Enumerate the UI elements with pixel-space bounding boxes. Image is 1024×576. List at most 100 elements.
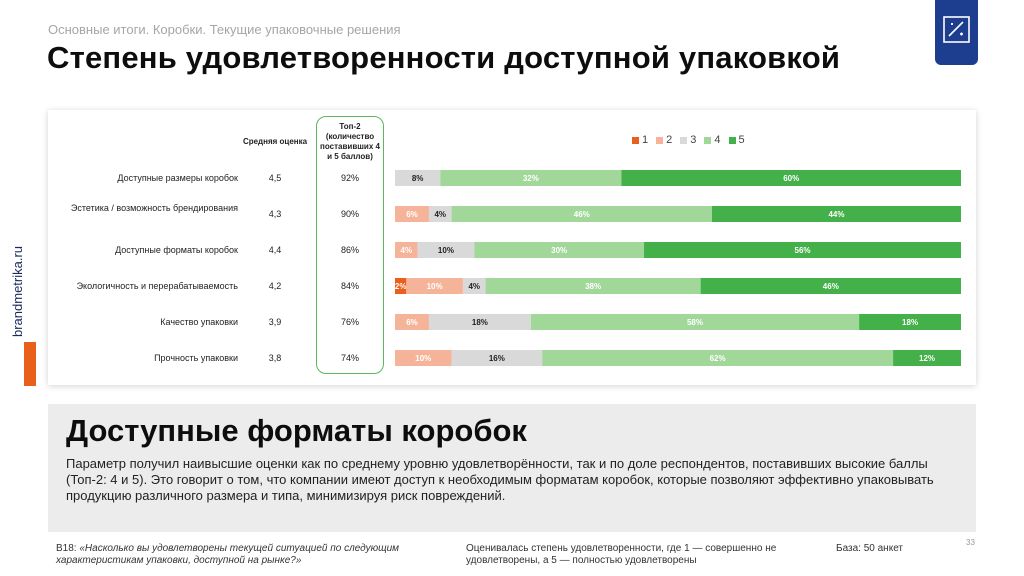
average-score: 3,8 <box>268 352 282 363</box>
top2-column-frame <box>316 116 384 374</box>
data-label: 4% <box>401 246 413 255</box>
legend-swatch <box>704 136 712 144</box>
page-title: Степень удовлетворенности доступной упак… <box>47 40 841 75</box>
data-label: 46% <box>574 210 590 219</box>
data-label: 44% <box>828 210 844 219</box>
bar-segment <box>893 350 961 366</box>
legend-item: 5 <box>728 134 745 146</box>
bar-segment <box>542 350 894 366</box>
category-label: Доступные размеры коробок <box>117 172 238 183</box>
bar-segment <box>428 314 531 330</box>
summary-title: Доступные форматы коробок <box>66 413 527 448</box>
bar-segment <box>859 314 961 330</box>
bar-segment <box>440 170 622 186</box>
data-label: 38% <box>585 282 601 291</box>
bar-segment <box>417 242 475 258</box>
legend-swatch <box>728 136 736 144</box>
legend-label: 2 <box>666 134 673 146</box>
top2-value: 86% <box>340 244 359 255</box>
bar-segment <box>451 350 543 366</box>
data-label: 46% <box>823 282 839 291</box>
data-label: 60% <box>783 174 799 183</box>
question-code: B18: <box>56 543 77 554</box>
data-label: 16% <box>489 354 505 363</box>
bar-segment <box>395 278 407 294</box>
data-label: 4% <box>434 210 446 219</box>
legend-swatch <box>680 136 688 144</box>
legend-item: 2 <box>656 134 672 146</box>
average-score: 4,4 <box>268 244 282 255</box>
category-label: Качество упаковки <box>160 316 238 327</box>
bar-segment <box>700 278 961 294</box>
question-text: «Насколько вы удовлетворены текущей ситу… <box>56 543 400 566</box>
category-label: Доступные форматы коробок <box>115 244 238 255</box>
legend-item: 1 <box>632 134 648 146</box>
data-label: 30% <box>551 246 567 255</box>
data-label: 58% <box>687 318 703 327</box>
footer-scale-note: Оценивалась степень удовлетворенности, г… <box>466 543 777 566</box>
top2-value: 92% <box>340 172 359 183</box>
bar-segment <box>451 206 712 222</box>
top2-value: 90% <box>340 208 359 219</box>
average-score: 4,3 <box>268 208 282 219</box>
footer-base: База: 50 анкет <box>836 543 903 554</box>
summary-panel <box>48 404 976 532</box>
data-label: 62% <box>710 354 726 363</box>
diamond-sparkle-icon <box>943 16 970 43</box>
data-label: 56% <box>795 246 811 255</box>
data-label: 10% <box>427 282 443 291</box>
top2-value: 74% <box>340 352 359 363</box>
bar-segment <box>474 242 645 258</box>
bar-segment <box>395 314 429 330</box>
top2-value: 84% <box>340 280 359 291</box>
legend-item: 3 <box>680 134 696 146</box>
side-accent-bar <box>24 342 36 386</box>
top2-value: 76% <box>340 316 359 327</box>
bar-segment <box>395 242 418 258</box>
average-score: 3,9 <box>268 316 282 327</box>
data-label: 6% <box>406 318 418 327</box>
brand-logo <box>935 0 978 65</box>
data-label: 18% <box>472 318 488 327</box>
category-label: Эстетика / возможность брендирования <box>70 203 238 213</box>
data-label: 4% <box>468 282 480 291</box>
bar-segment <box>428 206 452 222</box>
breadcrumb: Основные итоги. Коробки. Текущие упаково… <box>48 22 401 37</box>
data-label: 2% <box>395 282 407 291</box>
bar-segment <box>621 170 961 186</box>
legend-label: 1 <box>642 134 649 146</box>
bar-segment <box>395 170 441 186</box>
chart-legend: 1 2 3 4 5 <box>632 134 745 146</box>
data-label: 12% <box>919 354 935 363</box>
average-score: 4,2 <box>268 280 282 291</box>
category-label: Экологичность и перерабатываемость <box>76 280 238 291</box>
page-number: 33 <box>966 538 975 547</box>
data-label: 32% <box>523 174 539 183</box>
legend-label: 3 <box>690 134 697 146</box>
bar-segment <box>395 350 452 366</box>
legend-swatch <box>632 136 639 144</box>
average-score: 4,5 <box>268 172 282 183</box>
data-label: 6% <box>406 210 418 219</box>
data-label: 10% <box>438 246 454 255</box>
legend-label: 5 <box>738 134 745 146</box>
category-label: Прочность упаковки <box>154 352 238 363</box>
summary-text: Параметр получил наивысшие оценки как по… <box>66 456 934 503</box>
data-label: 18% <box>902 318 918 327</box>
avg-column-header: Средняя оценка <box>242 137 308 146</box>
bar-segment <box>644 242 961 258</box>
legend-label: 4 <box>714 134 721 146</box>
legend-item: 4 <box>704 134 721 146</box>
top2-column-header: Топ-2 (количество поставивших 4 и 5 балл… <box>320 122 380 161</box>
legend-swatch <box>656 136 664 144</box>
bar-segment <box>711 206 961 222</box>
footer-question: B18: «Насколько вы удовлетворены текущей… <box>56 543 456 567</box>
bar-segment <box>485 278 701 294</box>
data-label: 10% <box>415 354 431 363</box>
bar-segment <box>462 278 486 294</box>
bar-segment <box>530 314 860 330</box>
bar-segment <box>406 278 463 294</box>
bar-segment <box>395 206 429 222</box>
data-label: 8% <box>412 174 424 183</box>
